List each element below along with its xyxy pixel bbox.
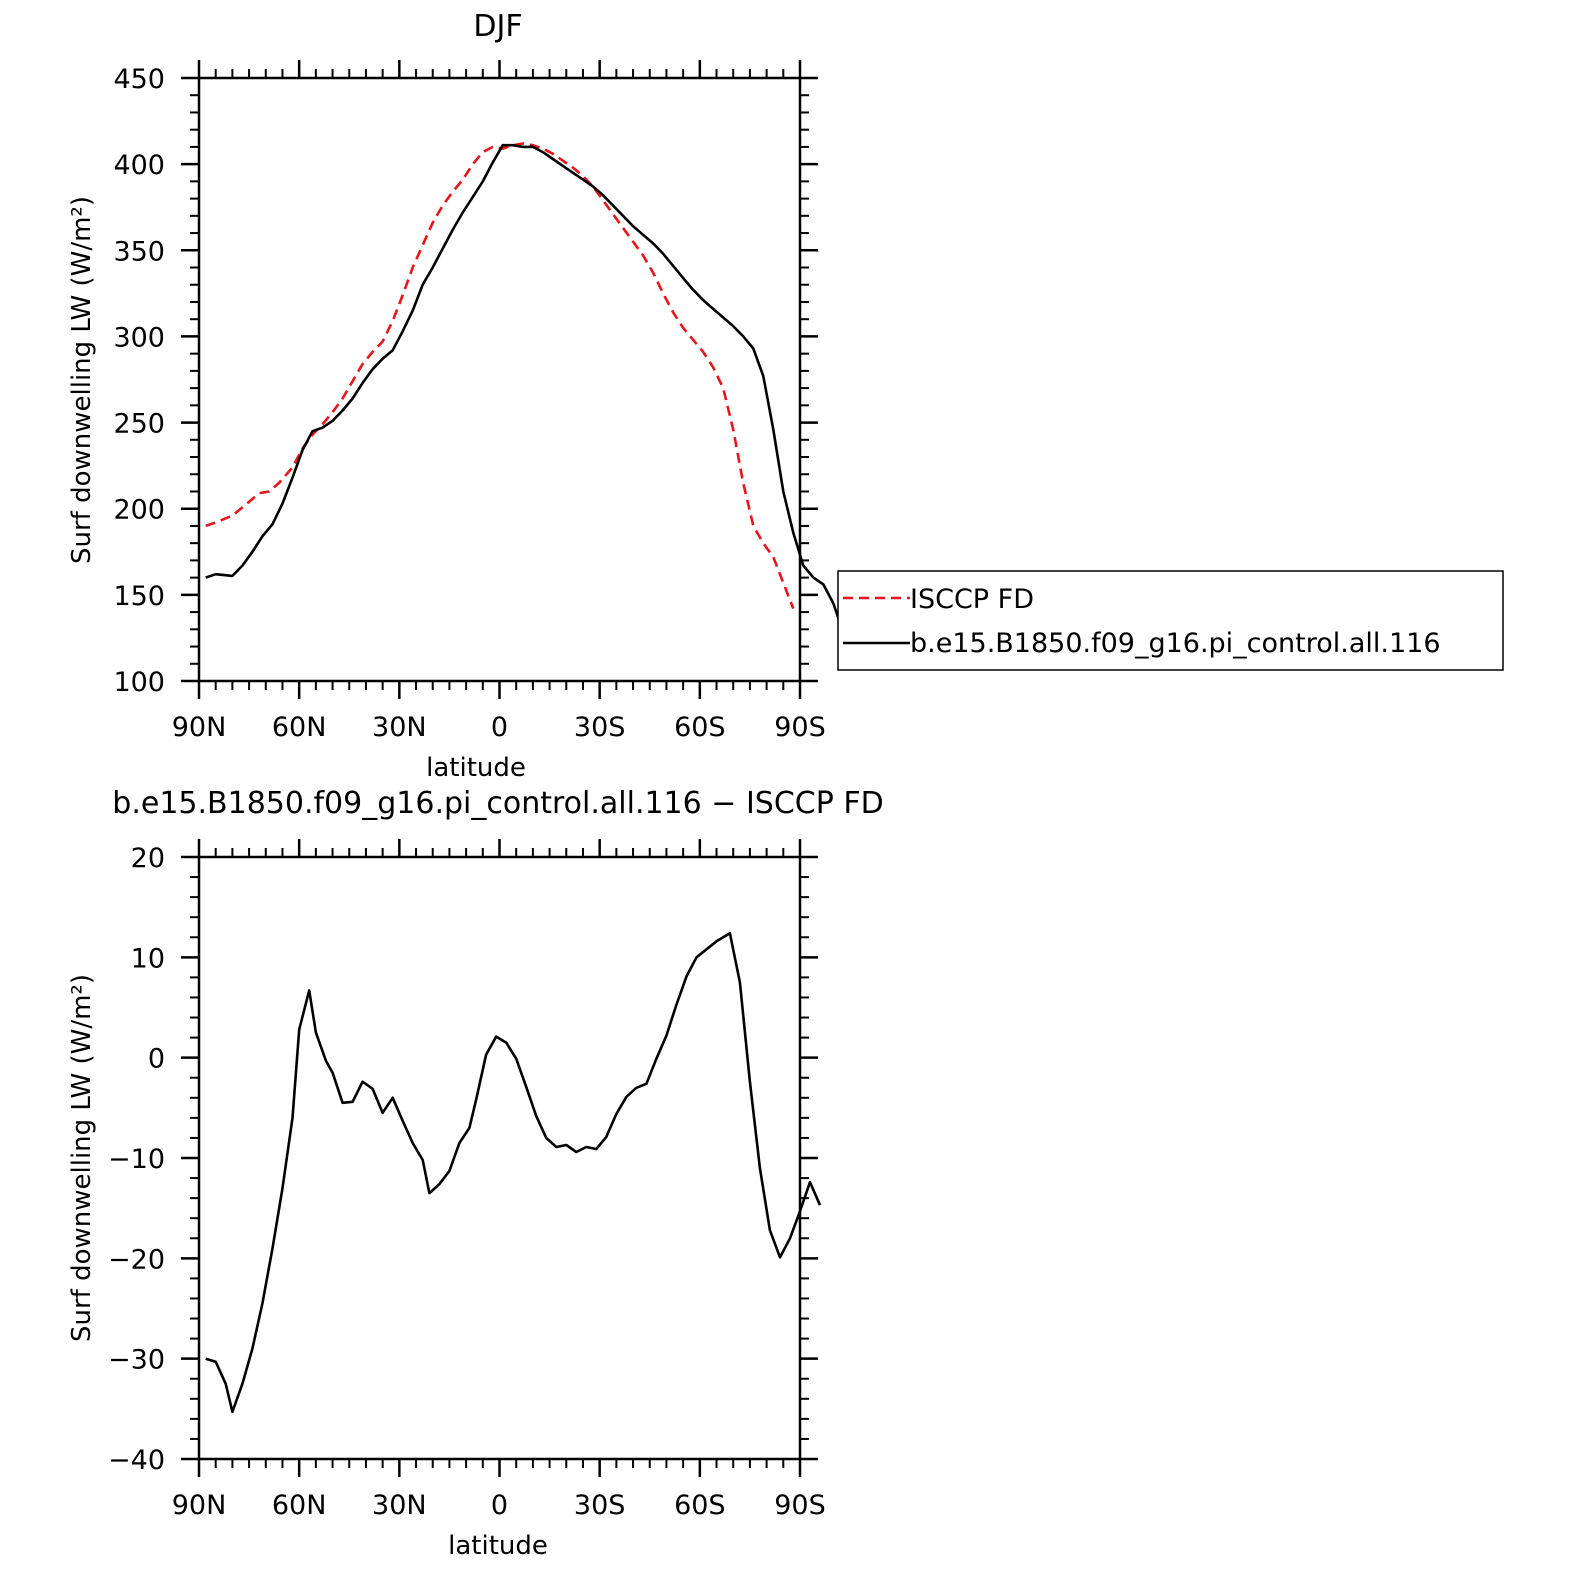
bottom-panel-x-axis-label: latitude [448, 1531, 548, 1561]
bottom-panel: b.e15.B1850.f09_g16.pi_control.all.116 −… [67, 786, 884, 1561]
y-tick-label: 20 [131, 843, 165, 874]
x-tick-label: 0 [491, 1490, 508, 1521]
y-tick-label: 200 [113, 495, 165, 526]
top-panel-y-tick-labels: 100 150 200 250 300 350 400 450 [113, 64, 165, 698]
x-tick-label: 30N [372, 1490, 427, 1521]
model-series-line [205, 143, 845, 634]
top-panel-title: DJF [473, 9, 522, 44]
top-panel-series [205, 142, 845, 634]
top-panel-x-tick-labels: 90N 60N 30N 0 30S 60S 90S [172, 712, 826, 743]
top-panel-y-axis-label: Surf downwelling LW (W/m²) [67, 196, 97, 564]
bottom-panel-series [205, 932, 822, 1414]
y-tick-label: 100 [113, 667, 165, 698]
legend-label-model: b.e15.B1850.f09_g16.pi_control.all.116 [910, 628, 1441, 659]
x-tick-label: 90N [172, 1490, 227, 1521]
top-panel-ticks [181, 60, 818, 699]
x-tick-label: 30S [574, 1490, 626, 1521]
legend: ISCCP FD b.e15.B1850.f09_g16.pi_control.… [837, 570, 1504, 671]
bottom-panel-x-tick-labels: 90N 60N 30N 0 30S 60S 90S [172, 1490, 826, 1521]
isccp-series-line [205, 142, 795, 610]
legend-box [837, 570, 1504, 671]
legend-label-isccp: ISCCP FD [910, 584, 1034, 615]
x-tick-label: 0 [491, 712, 508, 743]
top-panel-plot-frame [197, 76, 802, 683]
y-tick-label: 400 [113, 150, 165, 181]
bottom-panel-plot-frame [197, 855, 802, 1461]
x-tick-label: 60S [674, 1490, 726, 1521]
top-panel-x-axis-label: latitude [426, 753, 526, 783]
x-tick-label: 90S [774, 1490, 826, 1521]
y-tick-label: 10 [131, 943, 165, 974]
y-tick-label: 300 [113, 322, 165, 353]
top-panel: DJF 100 150 200 250 300 350 400 450 90N 60N 30N 0 3… [67, 9, 845, 783]
y-tick-label: −40 [108, 1445, 165, 1476]
bottom-panel-y-axis-label: Surf downwelling LW (W/m²) [67, 974, 97, 1342]
y-tick-label: −10 [108, 1144, 165, 1175]
bottom-panel-ticks [181, 839, 818, 1477]
x-tick-label: 90S [774, 712, 826, 743]
x-tick-label: 30N [372, 712, 427, 743]
bottom-panel-y-tick-labels: −40 −30 −20 −10 0 10 20 [108, 843, 165, 1476]
y-tick-label: −20 [108, 1244, 165, 1275]
y-tick-label: 150 [113, 581, 165, 612]
y-tick-label: 250 [113, 409, 165, 440]
y-tick-label: 350 [113, 236, 165, 267]
difference-series-line [205, 932, 822, 1414]
x-tick-label: 60N [272, 1490, 327, 1521]
bottom-panel-title: b.e15.B1850.f09_g16.pi_control.all.116 −… [112, 786, 883, 821]
x-tick-label: 60S [674, 712, 726, 743]
x-tick-label: 90N [172, 712, 227, 743]
x-tick-label: 30S [574, 712, 626, 743]
x-tick-label: 60N [272, 712, 327, 743]
y-tick-label: 0 [148, 1044, 165, 1075]
y-tick-label: −30 [108, 1345, 165, 1376]
y-tick-label: 450 [113, 64, 165, 95]
